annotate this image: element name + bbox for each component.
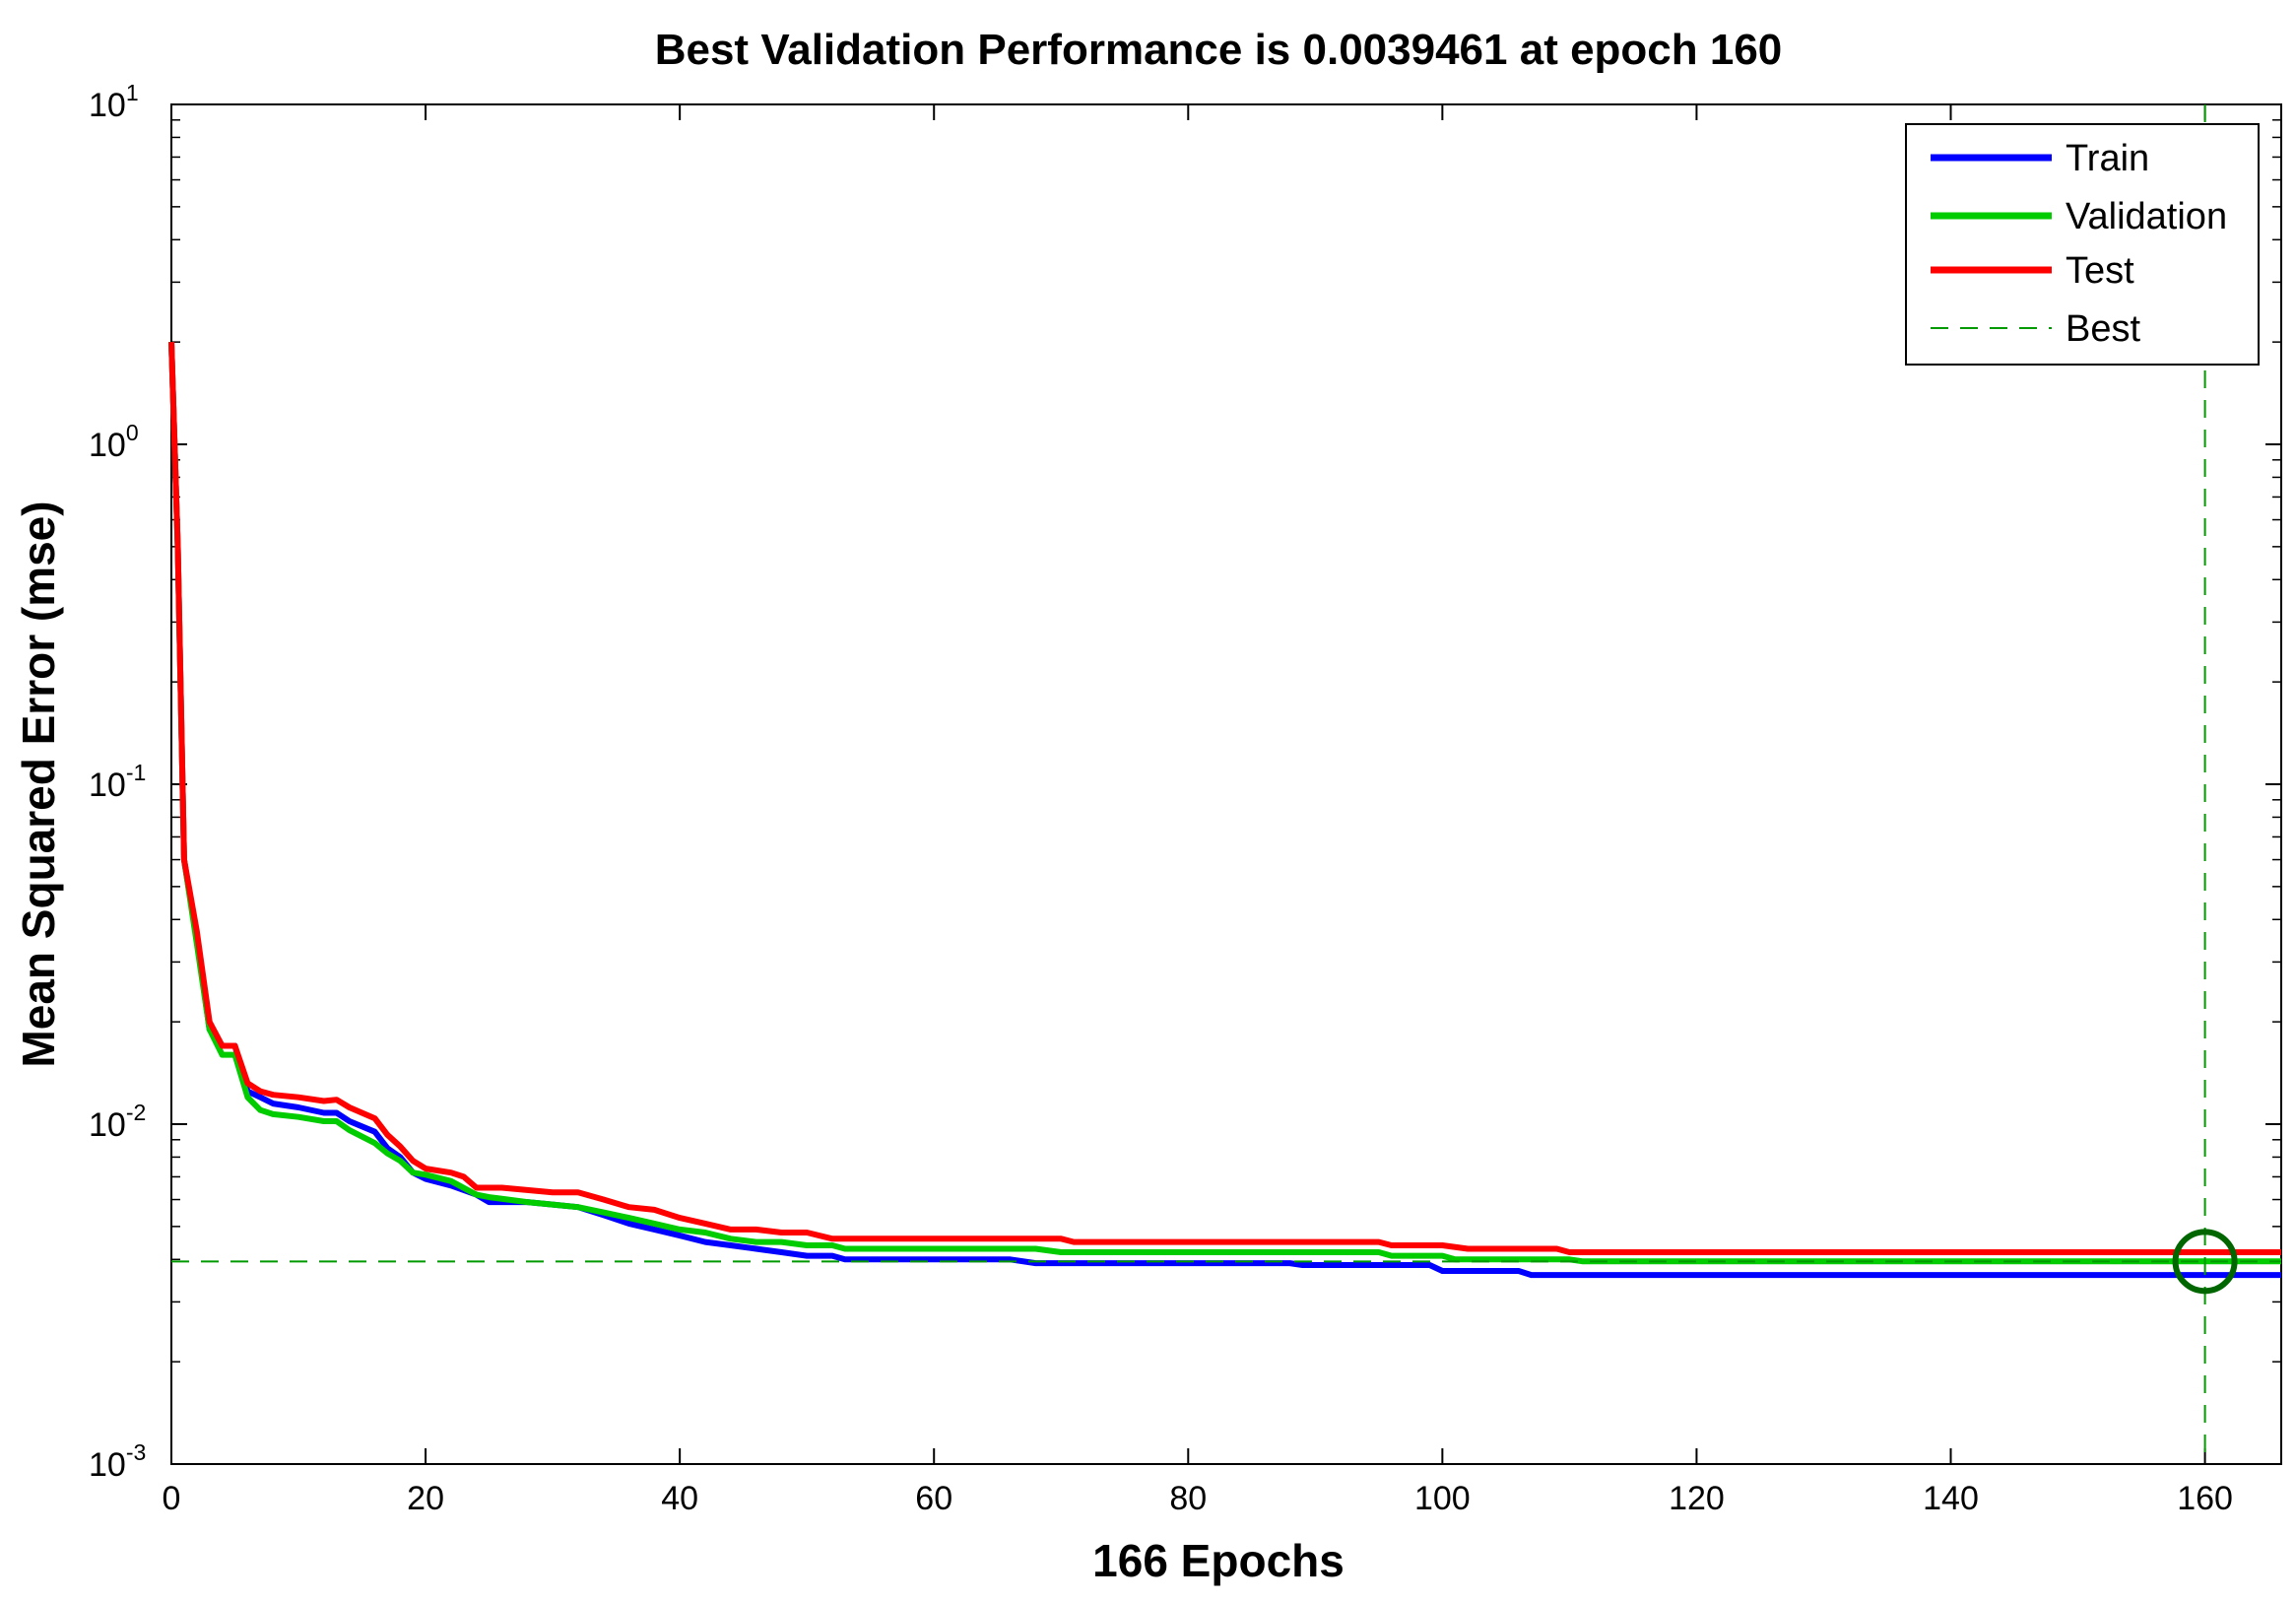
x-tick-label: 0 [163, 1480, 181, 1517]
validation-line [168, 342, 2281, 1265]
y-tick-label: 10-3 [89, 1439, 146, 1484]
best-markers [171, 104, 2281, 1464]
test-line [168, 342, 2281, 1255]
y-tick-label: 101 [89, 80, 139, 124]
legend-box [1905, 123, 2260, 366]
x-tick-label: 100 [1414, 1480, 1471, 1517]
y-tick-label: 10-1 [89, 760, 146, 804]
axes: 0 20 40 60 80 100 120 140 160 101 100 10-1 10-2 10-3 [89, 80, 2281, 1517]
y-tick-label: 10-2 [89, 1100, 146, 1144]
x-axis-label: 166 Epochs [1092, 1535, 1345, 1586]
legend: Train Validation Test Best [1905, 123, 2260, 366]
chart-title: Best Validation Performance is 0.0039461… [655, 26, 1783, 74]
legend-best-label: Best [2066, 308, 2140, 350]
legend-validation-label: Validation [2066, 196, 2227, 237]
legend-train-label: Train [2066, 138, 2149, 179]
x-tick-label: 20 [407, 1480, 444, 1517]
y-tick-label: 100 [89, 420, 139, 464]
y-axis-label: Mean Squared Error (mse) [13, 501, 64, 1067]
x-tick-label: 140 [1923, 1480, 1979, 1517]
legend-test-label: Test [2066, 250, 2134, 292]
best-point-marker [2172, 1229, 2238, 1295]
x-tick-label: 120 [1669, 1480, 1725, 1517]
series-lines [168, 342, 2281, 1279]
x-tick-label: 40 [661, 1480, 698, 1517]
x-tick-label: 160 [2177, 1480, 2233, 1517]
x-tick-label: 60 [915, 1480, 952, 1517]
x-tick-label: 80 [1169, 1480, 1207, 1517]
